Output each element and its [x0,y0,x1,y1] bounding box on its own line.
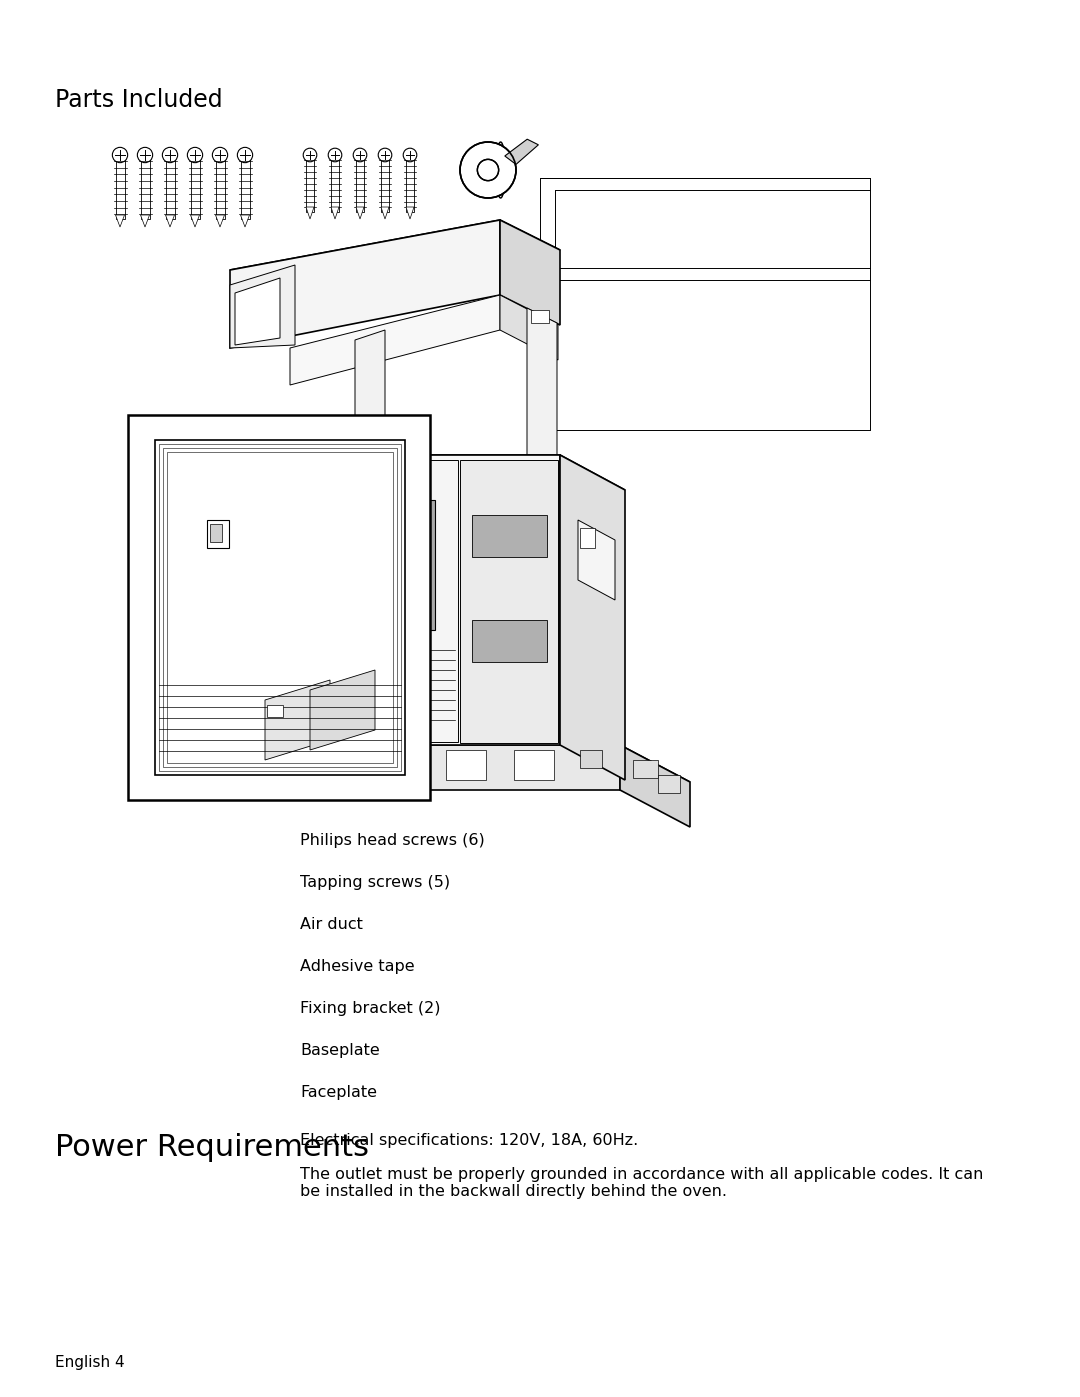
Circle shape [303,148,316,162]
Bar [580,750,602,768]
Bar [295,500,435,630]
Circle shape [328,148,341,162]
Bar [531,310,549,323]
Polygon shape [504,140,539,165]
Polygon shape [620,745,690,827]
Circle shape [403,148,417,162]
Polygon shape [190,215,200,226]
Bar [381,158,389,211]
Circle shape [353,148,367,162]
Circle shape [477,159,499,180]
Bar [241,159,249,219]
Polygon shape [248,745,690,782]
Bar [262,750,284,768]
Bar [472,620,546,662]
Text: Power Requirements: Power Requirements [55,1133,369,1162]
Polygon shape [116,215,124,226]
Bar [306,158,314,211]
Polygon shape [230,265,295,348]
Text: Electrical specifications: 120V, 18A, 60Hz.: Electrical specifications: 120V, 18A, 60… [300,1133,638,1148]
Text: The outlet must be properly grounded in accordance with all applicable codes. It: The outlet must be properly grounded in … [300,1166,984,1200]
Bar [633,760,658,778]
Circle shape [187,147,203,162]
Bar [167,453,393,763]
Polygon shape [241,215,249,226]
Polygon shape [230,219,500,348]
Polygon shape [355,330,384,490]
Polygon shape [306,207,314,219]
Polygon shape [356,207,364,219]
Polygon shape [500,219,561,326]
Bar [156,440,405,775]
Polygon shape [230,219,561,305]
Polygon shape [310,671,375,750]
Polygon shape [140,215,149,226]
Bar [190,159,200,219]
Polygon shape [216,215,225,226]
Text: Philips head screws (6): Philips head screws (6) [300,833,485,848]
Text: Baseplate: Baseplate [300,1044,380,1058]
Text: English 4: English 4 [55,1355,124,1370]
Polygon shape [248,460,458,742]
Polygon shape [578,520,615,599]
Circle shape [460,142,516,198]
Ellipse shape [496,142,505,198]
Bar [446,750,486,780]
Bar [116,159,124,219]
Text: Tapping screws (5): Tapping screws (5) [300,875,450,890]
Polygon shape [460,460,558,743]
Text: Fixing bracket (2): Fixing bracket (2) [300,1002,441,1016]
Bar [140,159,149,219]
Bar [580,528,595,548]
Circle shape [378,148,392,162]
Bar [210,524,222,542]
Polygon shape [165,215,175,226]
Polygon shape [291,295,500,386]
Bar [267,705,283,717]
Bar [330,158,339,211]
Bar [378,750,418,780]
Bar [129,415,430,800]
Text: Adhesive tape: Adhesive tape [300,958,415,974]
Polygon shape [248,455,625,490]
Polygon shape [265,680,330,760]
Circle shape [162,147,177,162]
Bar [658,775,680,793]
Bar [406,158,414,211]
Circle shape [137,147,152,162]
Polygon shape [561,455,625,780]
Circle shape [112,147,127,162]
Bar [472,515,546,557]
Polygon shape [500,295,558,360]
Bar [207,520,229,548]
Polygon shape [330,207,339,219]
Polygon shape [248,745,620,789]
Bar [216,159,225,219]
Polygon shape [381,207,389,219]
Circle shape [238,147,253,162]
Text: Parts Included: Parts Included [55,88,222,112]
Bar [356,158,364,211]
Polygon shape [235,278,280,345]
Polygon shape [406,207,414,219]
Polygon shape [248,455,561,745]
Bar [310,750,350,780]
Bar [165,159,175,219]
Bar [159,444,401,771]
Bar [163,448,397,767]
Text: Faceplate: Faceplate [300,1085,377,1099]
Bar [514,750,554,780]
Text: Air duct: Air duct [300,916,363,932]
Polygon shape [527,307,557,490]
Circle shape [213,147,228,162]
